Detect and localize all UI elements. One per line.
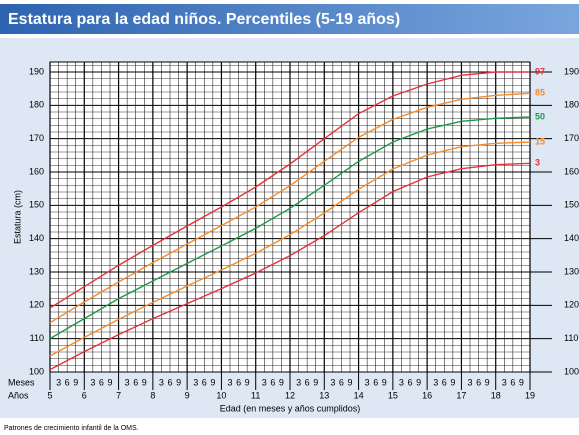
y-tick-label: 100 xyxy=(29,366,44,376)
month-label: 9 xyxy=(382,377,387,387)
y-axis-label: Estatura (cm) xyxy=(12,190,22,244)
month-label: 9 xyxy=(245,377,250,387)
month-label: 3 xyxy=(330,377,335,387)
month-label: 3 xyxy=(159,377,164,387)
title-banner xyxy=(0,4,579,34)
percentile-line xyxy=(49,141,531,357)
x-tick-label: 17 xyxy=(456,390,466,400)
y-tick-label-right: 180 xyxy=(564,100,579,110)
y-tick-label-right: 140 xyxy=(564,233,579,243)
month-label: 6 xyxy=(510,377,515,387)
month-label: 9 xyxy=(176,377,181,387)
y-tick-label: 130 xyxy=(29,266,44,276)
month-label: 6 xyxy=(339,377,344,387)
month-label: 3 xyxy=(90,377,95,387)
x-axis-label: Edad (en meses y años cumplidos) xyxy=(220,403,361,413)
y-tick-label-right: 100 xyxy=(564,366,579,376)
month-label: 3 xyxy=(227,377,232,387)
x-tick-label: 15 xyxy=(388,390,398,400)
y-tick-label-right: 130 xyxy=(564,266,579,276)
x-tick-label: 7 xyxy=(116,390,121,400)
month-label: 6 xyxy=(305,377,310,387)
series-label: 97 xyxy=(535,66,545,76)
month-label: 3 xyxy=(365,377,370,387)
x-tick-label: 14 xyxy=(354,390,364,400)
series-label: 15 xyxy=(535,136,545,146)
percentile-line xyxy=(49,71,530,309)
month-label: 9 xyxy=(416,377,421,387)
month-label: 9 xyxy=(73,377,78,387)
y-tick-label-right: 120 xyxy=(564,300,579,310)
series-label: 50 xyxy=(535,111,545,121)
month-label: 3 xyxy=(467,377,472,387)
month-label: 6 xyxy=(373,377,378,387)
month-label: 9 xyxy=(313,377,318,387)
month-label: 9 xyxy=(519,377,524,387)
x-tick-label: 8 xyxy=(150,390,155,400)
month-label: 6 xyxy=(65,377,70,387)
x-tick-label: 18 xyxy=(491,390,501,400)
y-tick-label: 160 xyxy=(29,166,44,176)
month-label: 3 xyxy=(399,377,404,387)
percentile-line xyxy=(49,92,531,324)
x-tick-label: 9 xyxy=(185,390,190,400)
month-label: 6 xyxy=(407,377,412,387)
month-label: 3 xyxy=(262,377,267,387)
percentile-line xyxy=(49,162,531,371)
month-label: 9 xyxy=(142,377,147,387)
month-label: 3 xyxy=(433,377,438,387)
x-tick-label: 6 xyxy=(82,390,87,400)
month-label: 6 xyxy=(99,377,104,387)
month-label: 3 xyxy=(296,377,301,387)
month-label: 3 xyxy=(193,377,198,387)
x-tick-label: 10 xyxy=(216,390,226,400)
y-tick-label-right: 150 xyxy=(564,200,579,210)
y-tick-label-right: 110 xyxy=(564,333,578,343)
y-tick-label: 140 xyxy=(29,233,44,243)
y-tick-label: 170 xyxy=(29,133,44,143)
y-tick-label-right: 190 xyxy=(564,66,579,76)
month-label: 9 xyxy=(279,377,284,387)
month-label: 6 xyxy=(167,377,172,387)
y-tick-label: 180 xyxy=(29,100,44,110)
years-label: Años xyxy=(8,390,29,400)
month-label: 9 xyxy=(210,377,215,387)
month-label: 9 xyxy=(347,377,352,387)
y-tick-label: 150 xyxy=(29,200,44,210)
month-label: 6 xyxy=(270,377,275,387)
months-label: Meses xyxy=(8,377,35,387)
month-label: 6 xyxy=(476,377,481,387)
series-label: 3 xyxy=(535,158,540,168)
y-tick-label: 110 xyxy=(30,333,44,343)
footer: Patrones de crecimiento infantil de la O… xyxy=(4,425,139,432)
y-tick-label: 120 xyxy=(29,300,44,310)
month-label: 6 xyxy=(202,377,207,387)
month-label: 6 xyxy=(133,377,138,387)
month-label: 9 xyxy=(450,377,455,387)
x-tick-label: 5 xyxy=(47,390,52,400)
x-tick-label: 13 xyxy=(319,390,329,400)
x-tick-label: 16 xyxy=(422,390,432,400)
month-label: 3 xyxy=(56,377,61,387)
month-label: 3 xyxy=(125,377,130,387)
x-tick-label: 19 xyxy=(525,390,535,400)
month-label: 9 xyxy=(107,377,112,387)
month-label: 3 xyxy=(502,377,507,387)
x-tick-label: 12 xyxy=(285,390,295,400)
x-tick-label: 11 xyxy=(251,390,260,400)
y-tick-label-right: 170 xyxy=(564,133,579,143)
chart-title: Estatura para la edad niños. Percentiles… xyxy=(8,11,400,28)
percentile-line xyxy=(49,116,531,340)
y-tick-label: 190 xyxy=(29,66,44,76)
series-label: 85 xyxy=(535,88,545,98)
month-label: 6 xyxy=(442,377,447,387)
month-label: 6 xyxy=(236,377,241,387)
month-label: 9 xyxy=(485,377,490,387)
y-tick-label-right: 160 xyxy=(564,166,579,176)
